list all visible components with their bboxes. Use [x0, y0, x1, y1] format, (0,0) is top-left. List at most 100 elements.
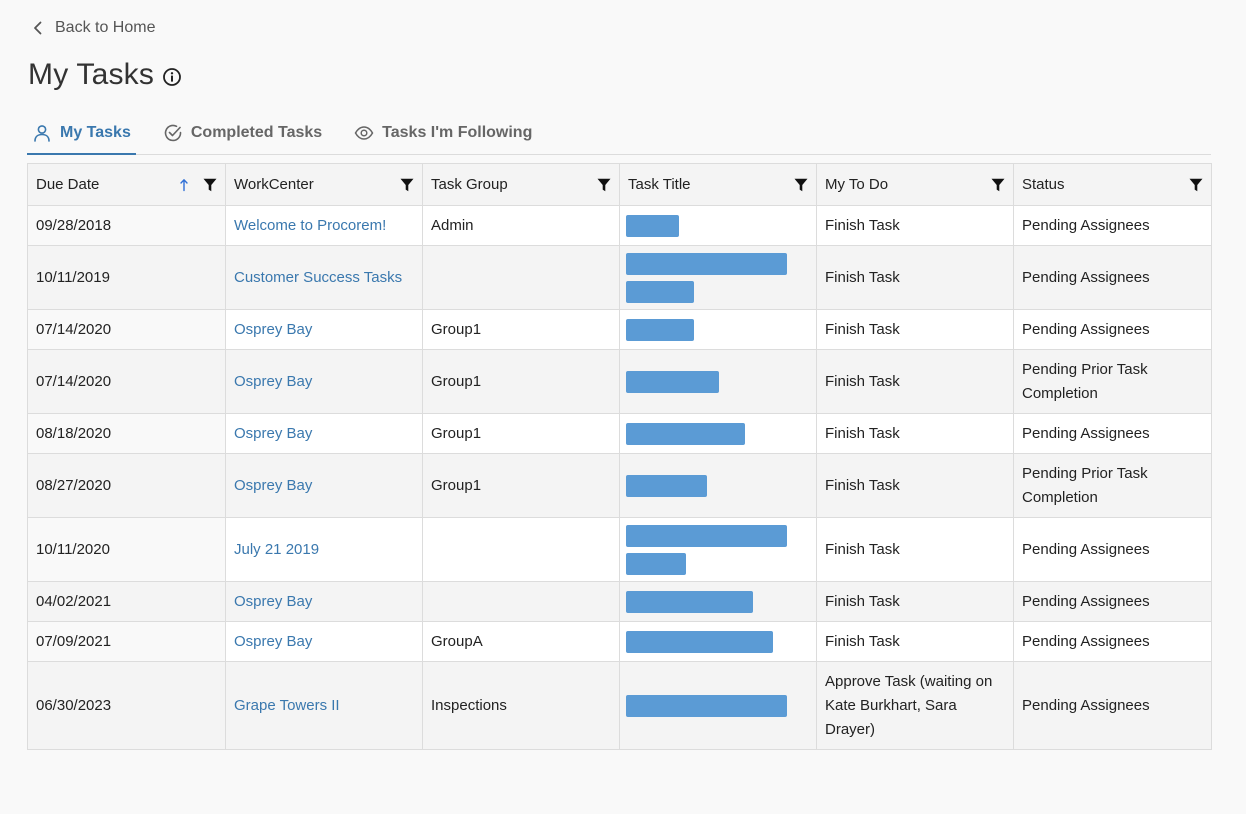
my-to-do-cell: Finish Task [816, 349, 1014, 414]
table-row[interactable]: 08/27/2020 Osprey Bay Group1 Finish Task Pen… [27, 453, 1212, 518]
my-to-do-cell: Finish Task [816, 245, 1014, 310]
filter-icon[interactable] [400, 178, 414, 192]
table-row[interactable]: 07/09/2021 Osprey Bay GroupA Finish Task Pen… [27, 621, 1212, 662]
redacted-task-title[interactable] [626, 318, 694, 341]
sort-ascending-icon[interactable] [179, 178, 189, 192]
filter-icon[interactable] [1189, 178, 1203, 192]
table-row[interactable]: 09/28/2018 Welcome to Procorem! Admin Finis… [27, 205, 1212, 246]
workcenter-link[interactable]: Osprey Bay [234, 592, 313, 610]
workcenter-cell: Grape Towers II [225, 661, 423, 750]
workcenter-cell: Osprey Bay [225, 581, 423, 622]
status-cell: Pending Assignees [1013, 621, 1212, 662]
my-to-do-cell: Finish Task [816, 581, 1014, 622]
workcenter-cell: Osprey Bay [225, 453, 423, 518]
table-row[interactable]: 07/14/2020 Osprey Bay Group1 Finish Task Pen… [27, 349, 1212, 414]
due-date-cell: 09/28/2018 [27, 205, 226, 246]
info-icon[interactable] [162, 67, 182, 87]
status-cell: Pending Assignees [1013, 517, 1212, 582]
workcenter-link[interactable]: Grape Towers II [234, 696, 340, 714]
due-date-cell: 08/27/2020 [27, 453, 226, 518]
back-label[interactable]: Back to Home [55, 19, 156, 36]
column-header-my-to-do[interactable]: My To Do [816, 163, 1014, 206]
redacted-task-title[interactable] [626, 280, 694, 303]
chevron-left-icon [34, 21, 42, 35]
due-date-cell: 04/02/2021 [27, 581, 226, 622]
table-row[interactable]: 10/11/2020 July 21 2019 Finish Task Pending… [27, 517, 1212, 582]
task-title-cell[interactable] [619, 661, 817, 750]
workcenter-cell: Osprey Bay [225, 309, 423, 350]
page-header: My Tasks [28, 58, 182, 92]
task-title-cell[interactable] [619, 453, 817, 518]
task-title-cell[interactable] [619, 309, 817, 350]
tab-label: Completed Tasks [190, 124, 323, 141]
due-date-cell: 07/14/2020 [27, 349, 226, 414]
table-row[interactable]: 07/14/2020 Osprey Bay Group1 Finish Task Pen… [27, 309, 1212, 350]
workcenter-link[interactable]: Osprey Bay [234, 372, 313, 390]
tasks-table: Due Date WorkCenter Task Group Task Titl… [27, 163, 1212, 750]
task-title-cell[interactable] [619, 349, 817, 414]
table-row[interactable]: 10/11/2019 Customer Success Tasks Finish T… [27, 245, 1212, 310]
workcenter-link[interactable]: July 21 2019 [234, 540, 320, 558]
workcenter-link[interactable]: Osprey Bay [234, 476, 313, 494]
task-group-cell: Group1 [422, 309, 620, 350]
due-date-cell: 10/11/2020 [27, 517, 226, 582]
redacted-task-title[interactable] [626, 590, 753, 613]
redacted-task-title[interactable] [626, 422, 745, 445]
redacted-task-title[interactable] [626, 252, 787, 275]
back-to-home-link[interactable]: Back to Home [31, 17, 155, 39]
task-group-cell [422, 517, 620, 582]
table-row[interactable]: 04/02/2021 Osprey Bay Finish Task Pending A… [27, 581, 1212, 622]
task-group-cell [422, 245, 620, 310]
my-to-do-cell: Finish Task [816, 621, 1014, 662]
redacted-task-title[interactable] [626, 474, 707, 497]
tab-my-tasks[interactable]: My Tasks [27, 112, 136, 155]
filter-icon[interactable] [794, 178, 808, 192]
filter-icon[interactable] [597, 178, 611, 192]
column-header-task-title[interactable]: Task Title [619, 163, 817, 206]
tab-completed-tasks[interactable]: Completed Tasks [158, 112, 327, 154]
redacted-task-title[interactable] [626, 214, 679, 237]
task-title-cell[interactable] [619, 621, 817, 662]
redacted-task-title[interactable] [626, 630, 773, 653]
task-title-cell[interactable] [619, 205, 817, 246]
status-cell: Pending Assignees [1013, 205, 1212, 246]
task-title-cell[interactable] [619, 245, 817, 310]
workcenter-cell: Osprey Bay [225, 413, 423, 454]
task-group-cell: Group1 [422, 453, 620, 518]
redacted-task-title[interactable] [626, 552, 686, 575]
column-header-due-date[interactable]: Due Date [27, 163, 226, 206]
filter-icon[interactable] [203, 178, 217, 192]
due-date-cell: 08/18/2020 [27, 413, 226, 454]
task-title-cell[interactable] [619, 413, 817, 454]
column-header-workcenter[interactable]: WorkCenter [225, 163, 423, 206]
check-circle-icon [164, 124, 182, 142]
task-title-cell[interactable] [619, 517, 817, 582]
my-to-do-cell: Finish Task [816, 309, 1014, 350]
redacted-task-title[interactable] [626, 370, 719, 393]
workcenter-link[interactable]: Customer Success Tasks [234, 268, 403, 286]
tab-label: Tasks I'm Following [382, 124, 533, 141]
task-group-cell: Group1 [422, 349, 620, 414]
page-title: My Tasks [28, 58, 155, 91]
tab-tasks-following[interactable]: Tasks I'm Following [349, 112, 537, 154]
workcenter-cell: Osprey Bay [225, 349, 423, 414]
column-header-task-group[interactable]: Task Group [422, 163, 620, 206]
column-header-status[interactable]: Status [1013, 163, 1212, 206]
task-title-cell[interactable] [619, 581, 817, 622]
redacted-task-title[interactable] [626, 524, 787, 547]
due-date-cell: 07/09/2021 [27, 621, 226, 662]
workcenter-link[interactable]: Osprey Bay [234, 320, 313, 338]
task-group-cell: GroupA [422, 621, 620, 662]
workcenter-link[interactable]: Osprey Bay [234, 632, 313, 650]
workcenter-link[interactable]: Welcome to Procorem! [234, 216, 387, 234]
workcenter-cell: Welcome to Procorem! [225, 205, 423, 246]
status-cell: Pending Prior Task Completion [1013, 349, 1212, 414]
redacted-task-title[interactable] [626, 694, 787, 717]
table-row[interactable]: 08/18/2020 Osprey Bay Group1 Finish Task Pen… [27, 413, 1212, 454]
my-to-do-cell: Approve Task (waiting on Kate Burkhart, … [816, 661, 1014, 750]
status-cell: Pending Assignees [1013, 309, 1212, 350]
status-cell: Pending Assignees [1013, 661, 1212, 750]
workcenter-link[interactable]: Osprey Bay [234, 424, 313, 442]
filter-icon[interactable] [991, 178, 1005, 192]
table-row[interactable]: 06/30/2023 Grape Towers II Inspections Appr… [27, 661, 1212, 750]
